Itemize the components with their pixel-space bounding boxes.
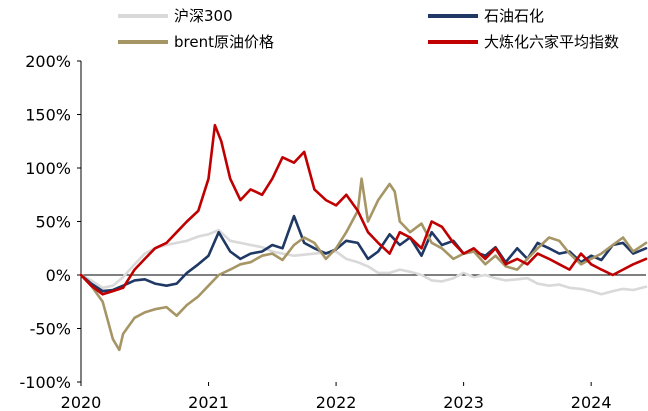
- legend-label: 石油石化: [484, 7, 544, 25]
- x-tick-label: 2021: [188, 393, 229, 411]
- legend-label: 沪深300: [174, 7, 233, 25]
- y-tick-label: -100%: [19, 373, 71, 392]
- y-tick-label: 0%: [46, 266, 71, 285]
- legend-label: brent原油价格: [174, 33, 274, 51]
- x-tick-label: 2020: [61, 393, 102, 411]
- series-line-1: [79, 228, 648, 296]
- series-line-3: [79, 177, 648, 352]
- y-tick-label: 50%: [35, 213, 71, 232]
- plot-area: [79, 123, 648, 352]
- series-line-4: [79, 123, 648, 296]
- x-tick-label: 2024: [571, 393, 612, 411]
- chart-legend: 沪深300 石油石化 brent原油价格 大炼化六家平均指数: [118, 7, 619, 51]
- legend-label: 大炼化六家平均指数: [484, 33, 619, 51]
- x-tick-label: 2022: [316, 393, 357, 411]
- y-tick-label: 150%: [25, 106, 71, 125]
- series-line-2: [79, 214, 648, 293]
- y-tick-label: -50%: [30, 320, 71, 339]
- x-tick-label: 2023: [443, 393, 484, 411]
- y-tick-label: 200%: [25, 52, 71, 71]
- y-axis: 200% 150% 100% 50% 0% -50% -100%: [19, 52, 82, 392]
- y-tick-label: 100%: [25, 159, 71, 178]
- x-axis: 2020 2021 2022 2023 2024: [61, 274, 646, 411]
